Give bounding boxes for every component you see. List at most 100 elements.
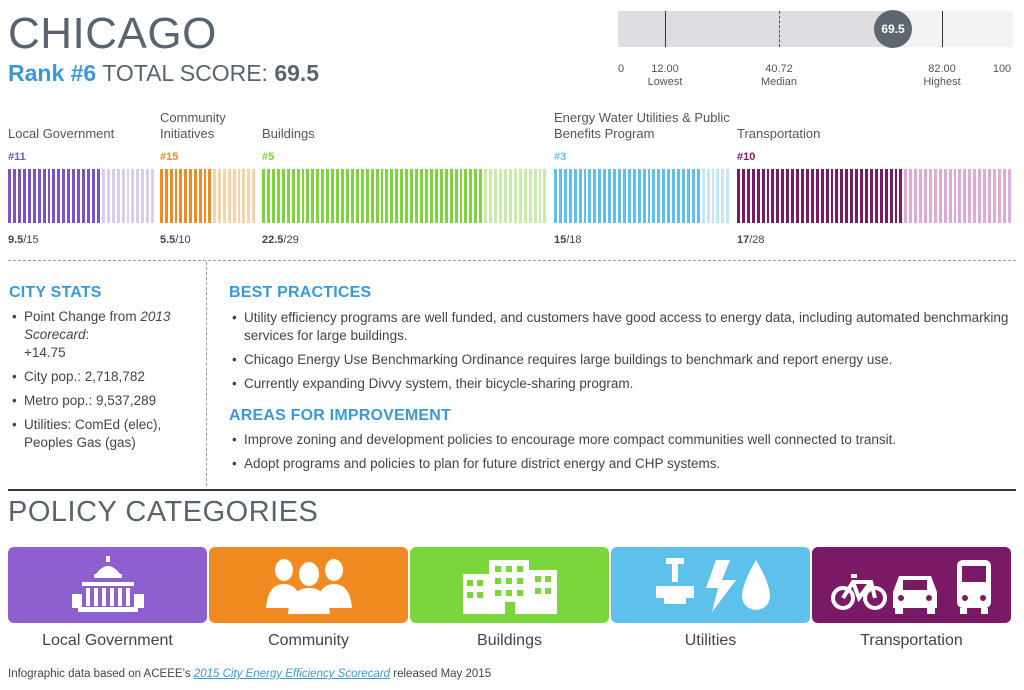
bar-segment-filled <box>77 169 81 223</box>
bar-segment-filled <box>410 169 414 223</box>
bar-segment-filled <box>459 169 463 223</box>
bar-segment-filled <box>835 169 839 223</box>
category-3: Energy Water Utilities & Public Benefits… <box>554 108 731 246</box>
bar-segment-filled <box>681 169 685 223</box>
bar-segment-filled <box>894 169 898 223</box>
bar-segment-filled <box>281 169 285 223</box>
category-4: Transportation #10 17/28 <box>737 108 1013 246</box>
bar-segment-empty <box>513 169 517 223</box>
bar-segment-filled <box>825 169 829 223</box>
bar-segment-empty <box>151 169 155 223</box>
best-practices-title: BEST PRACTICES <box>229 284 372 301</box>
bar-segment-filled <box>810 169 814 223</box>
bar-segment-filled <box>193 169 197 223</box>
bar-segment-filled <box>686 169 690 223</box>
tile-buildings <box>410 547 609 623</box>
bar-segment-empty <box>146 169 150 223</box>
bar-segment-filled <box>62 169 66 223</box>
bar-segment-filled <box>350 169 354 223</box>
gauge-lowest-caption: Lowest <box>647 76 683 88</box>
policy-categories-title: POLICY CATEGORIES <box>8 496 319 528</box>
bar-segment-empty <box>494 169 497 223</box>
category-2: Buildings #5 22.5/29 <box>262 108 548 246</box>
bar-segment-empty <box>218 169 221 223</box>
improvement-title: AREAS FOR IMPROVEMENT <box>229 407 451 424</box>
utilities-icon <box>655 558 770 612</box>
bar-segment-empty <box>938 169 942 223</box>
bar-segment-filled <box>677 169 680 223</box>
bar-segment-filled <box>96 169 100 223</box>
bar-segment-filled <box>647 169 651 223</box>
bar-segment-empty <box>543 169 547 223</box>
bar-segment-filled <box>355 169 359 223</box>
bar-segment-empty <box>227 169 231 223</box>
stat-point-change: Point Change from 2013 Scorecard: +14.75 <box>10 308 200 362</box>
bar-segment-filled <box>830 169 834 223</box>
bar-segment-filled <box>169 169 173 223</box>
category-score-bar <box>160 169 257 223</box>
total-score-value: 69.5 <box>274 60 320 86</box>
bar-segment-filled <box>632 169 636 223</box>
bar-segment-filled <box>756 169 760 223</box>
category-0: Local Government #11 9.5/15 <box>8 108 156 246</box>
bar-segment-empty <box>247 169 251 223</box>
category-score: 17/28 <box>737 234 765 246</box>
bar-segment-filled <box>395 169 399 223</box>
category-rank: #15 <box>160 151 179 163</box>
best-practice-item: Utility efficiency programs are well fun… <box>230 309 1010 345</box>
bar-segment-filled <box>761 169 765 223</box>
bar-segment-filled <box>345 169 349 223</box>
bar-segment-filled <box>424 169 428 223</box>
bar-segment-empty <box>904 169 908 223</box>
bar-segment-filled <box>746 169 750 223</box>
bar-segment-filled <box>622 169 626 223</box>
gauge-min-label: 0 <box>618 63 625 75</box>
bar-segment-filled <box>613 169 616 223</box>
bar-segment-filled <box>627 169 631 223</box>
bar-segment-filled <box>198 169 202 223</box>
bar-segment-empty <box>533 169 537 223</box>
category-score: 9.5/15 <box>8 234 39 246</box>
bar-segment-filled <box>558 169 562 223</box>
bar-segment-filled <box>321 169 325 223</box>
bar-segment-empty <box>1002 169 1006 223</box>
bar-segment-filled <box>899 169 903 223</box>
bar-segment-filled <box>316 169 320 223</box>
bar-segment-empty <box>503 169 507 223</box>
bar-segment-filled <box>8 169 11 223</box>
bar-segment-filled <box>474 169 478 223</box>
bar-segment-filled <box>884 169 888 223</box>
bar-segment-filled <box>786 169 790 223</box>
bar-segment-filled <box>642 169 646 223</box>
bar-segment-empty <box>121 169 125 223</box>
bar-segment-filled <box>449 169 453 223</box>
bar-segment-empty <box>101 169 105 223</box>
bar-segment-filled <box>296 169 300 223</box>
category-name: Buildings <box>262 126 315 141</box>
bar-segment-empty <box>953 169 957 223</box>
bar-segment-filled <box>42 169 46 223</box>
scorecard-link[interactable]: 2015 City Energy Efficiency Scorecard <box>193 668 391 680</box>
bar-segment-filled <box>375 169 379 223</box>
bar-segment-filled <box>662 169 666 223</box>
bar-segment-filled <box>57 169 61 223</box>
bar-segment-filled <box>32 169 36 223</box>
bar-segment-filled <box>850 169 854 223</box>
bar-segment-filled <box>266 169 270 223</box>
bar-segment-filled <box>593 169 597 223</box>
bar-segment-filled <box>889 169 893 223</box>
gauge-lowest-label: 12.00 Lowest <box>648 63 683 89</box>
bar-segment-filled <box>429 169 433 223</box>
bar-segment-filled <box>444 169 448 223</box>
tile-community <box>209 547 408 623</box>
bar-segment-filled <box>12 169 16 223</box>
gauge-median-label: 40.72 Median <box>761 63 797 89</box>
bar-segment-filled <box>311 169 315 223</box>
bar-segment-filled <box>588 169 592 223</box>
bar-segment-filled <box>360 169 364 223</box>
rank-label: Rank #6 <box>8 60 97 86</box>
category-score-bar <box>737 169 1013 223</box>
category-1: Community Initiatives #15 5.5/10 <box>160 108 257 246</box>
section-divider-vertical <box>206 262 207 486</box>
bar-segment-empty <box>499 169 502 223</box>
